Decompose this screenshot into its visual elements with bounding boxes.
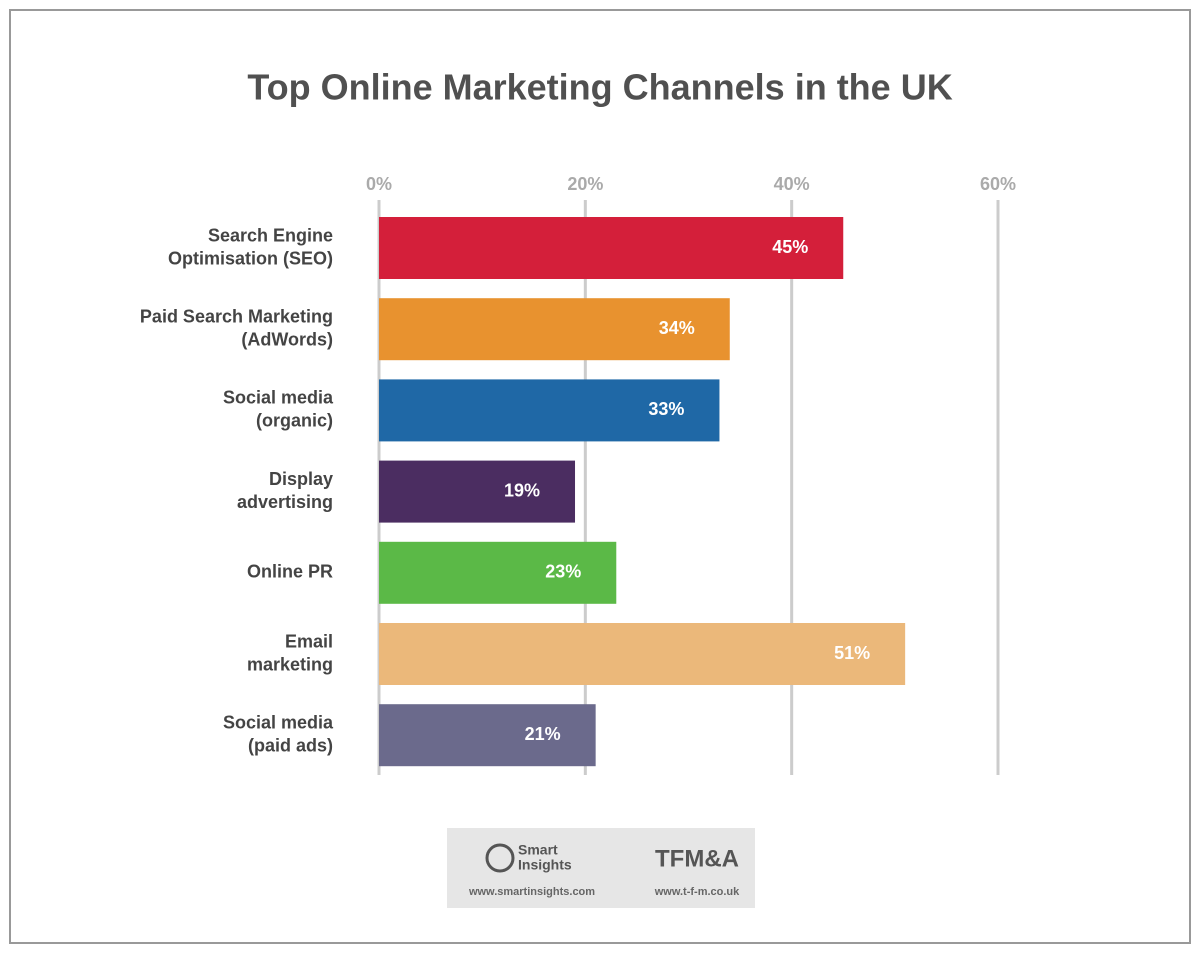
y-tick-label: Display [269, 469, 333, 489]
y-tick-label: marketing [247, 654, 333, 674]
value-label: 45% [772, 237, 808, 257]
bar [379, 298, 730, 361]
bar [379, 541, 617, 604]
y-tick-label: Email [285, 631, 333, 651]
value-label: 19% [504, 480, 540, 500]
logo-url: www.t-f-m.co.uk [654, 886, 740, 898]
y-tick-label: advertising [237, 492, 333, 512]
value-label: 51% [834, 643, 870, 663]
logo-text: Insights [518, 857, 572, 873]
bar [379, 217, 844, 279]
y-tick-label: Search Engine [208, 225, 333, 245]
y-tick-label: (AdWords) [241, 329, 333, 349]
bar [379, 623, 906, 685]
value-label: 23% [545, 562, 581, 582]
logo-text: TFM&A [655, 845, 739, 872]
logo-text: Smart [518, 842, 558, 858]
logo-url: www.smartinsights.com [468, 886, 595, 898]
y-tick-label: Social media [223, 388, 334, 408]
x-tick-label: 60% [980, 174, 1016, 194]
y-tick-label: Online PR [247, 562, 333, 582]
value-label: 21% [525, 724, 561, 744]
x-tick-label: 0% [366, 174, 392, 194]
logo-icon [485, 843, 515, 873]
frame [9, 9, 1191, 944]
y-tick-label: (organic) [256, 411, 333, 431]
y-tick-label: Social media [223, 712, 334, 732]
chart-title: Top Online Marketing Channels in the UK [247, 67, 952, 108]
value-label: 34% [659, 318, 695, 338]
logo-box [447, 828, 755, 908]
y-tick-label: Optimisation (SEO) [168, 248, 333, 268]
y-tick-label: (paid ads) [248, 735, 333, 755]
bar [379, 379, 720, 442]
bar [379, 460, 576, 523]
x-tick-label: 40% [774, 174, 810, 194]
bar [379, 704, 596, 767]
x-tick-label: 20% [567, 174, 603, 194]
y-tick-label: Paid Search Marketing [140, 306, 333, 326]
value-label: 33% [648, 399, 684, 419]
